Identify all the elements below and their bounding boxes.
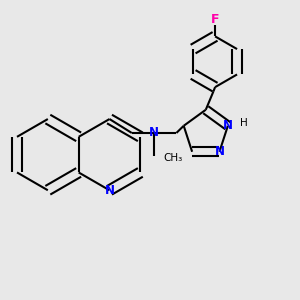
Text: N: N — [104, 184, 115, 197]
Text: CH₃: CH₃ — [164, 153, 183, 163]
Text: F: F — [211, 13, 219, 26]
Text: N: N — [214, 145, 224, 158]
Text: N: N — [149, 127, 159, 140]
Text: N: N — [223, 119, 233, 132]
Text: H: H — [240, 118, 248, 128]
